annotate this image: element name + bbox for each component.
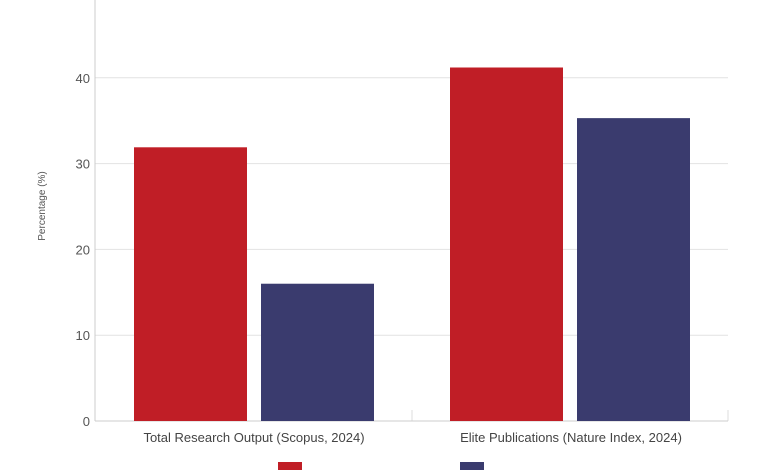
legend-swatch (278, 462, 302, 470)
bar (134, 147, 247, 421)
y-tick-label: 10 (76, 328, 90, 343)
y-tick-label: 20 (76, 242, 90, 257)
legend-swatch (460, 462, 484, 470)
y-axis-label: Percentage (%) (37, 171, 48, 240)
bar (577, 118, 690, 421)
bar (261, 283, 374, 421)
legend (278, 462, 484, 470)
y-tick-labels: 0 10 20 30 40 (76, 71, 90, 429)
y-tick-label: 0 (83, 414, 90, 429)
x-category-label: Total Research Output (Scopus, 2024) (143, 430, 364, 445)
y-tick-label: 40 (76, 71, 90, 86)
x-category-label: Elite Publications (Nature Index, 2024) (460, 430, 682, 445)
bars (134, 67, 690, 421)
bar (450, 67, 563, 421)
category-labels: Total Research Output (Scopus, 2024) Elit… (143, 430, 681, 445)
y-tick-label: 30 (76, 157, 90, 172)
